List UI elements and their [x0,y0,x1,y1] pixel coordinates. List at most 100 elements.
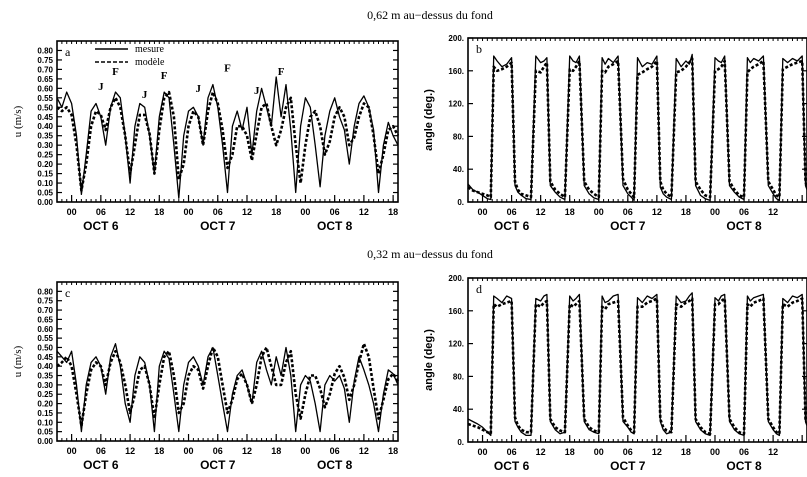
series-model-line [467,297,807,436]
y-tick-label: 0.60 [37,325,53,334]
x-tick-label: 12 [652,447,662,457]
y-tick-label: 0.60 [37,84,53,93]
annotation-label: F [112,66,119,78]
y-tick-label: 0.30 [37,381,53,390]
day-label: OCT 8 [317,219,353,233]
day-label: OCT 7 [610,219,646,233]
y-tick-label: 160. [448,307,464,316]
y-tick-label: 0.75 [37,56,53,65]
day-label: OCT 6 [83,458,119,472]
x-tick-label: 12 [359,207,369,217]
day-label: OCT 6 [83,219,119,233]
x-tick-label: 12 [652,207,662,217]
y-tick-label: 200. [448,274,464,283]
y-tick-label: 80. [453,372,464,381]
x-tick-label: 00 [710,447,720,457]
y-tick-label: 0.40 [37,122,53,131]
panel-letter: d [476,282,482,296]
y-tick-label: 0.70 [37,306,53,315]
x-tick-label: 00 [478,207,488,217]
x-tick-label: 06 [213,446,223,456]
x-tick-label: 06 [507,447,517,457]
day-label: OCT 8 [726,459,762,473]
x-tick-label: 06 [623,207,633,217]
annotation-label: F [161,70,168,82]
panel-letter: a [65,45,71,59]
y-tick-label: 0.80 [37,287,53,296]
x-tick-label: 18 [271,446,281,456]
y-tick-label: 0.05 [37,189,53,198]
panel-letter: c [65,286,70,300]
y-tick-label: 0.55 [37,94,53,103]
x-tick-label: 12 [242,207,252,217]
day-label: OCT 6 [494,459,530,473]
annotation-label: J [254,85,260,97]
day-label: OCT 6 [494,219,530,233]
x-tick-label: 12 [125,207,135,217]
y-tick-label: 0.15 [37,170,53,179]
x-tick-label: 06 [330,207,340,217]
x-tick-label: 18 [681,447,691,457]
x-tick-label: 06 [96,446,106,456]
x-tick-label: 18 [154,446,164,456]
x-tick-label: 06 [213,207,223,217]
x-tick-label: 12 [242,446,252,456]
x-tick-label: 00 [300,446,310,456]
panel-a: 0.000.050.100.150.200.250.300.350.400.45… [12,40,400,233]
x-tick-label: 18 [388,446,398,456]
y-tick-label: 40. [453,165,464,174]
x-tick-label: 12 [359,446,369,456]
y-tick-label: 0.55 [37,334,53,343]
panel-d: 0. 40. 80. 120. 160. 200. 00 06 12 18 00 06 12 18 00 06… [423,274,807,473]
day-label: OCT 8 [726,219,762,233]
x-tick-label: 12 [768,447,778,457]
y-tick-label: 200. [448,34,464,43]
day-label: OCT 8 [317,458,353,472]
plot-frame [56,281,399,442]
x-tick-label: 18 [388,207,398,217]
section-title-bottom: 0,32 m au−dessus du fond [367,247,493,261]
series-model-line [56,342,400,428]
annotation-label: F [224,62,231,74]
x-tick-label: 06 [739,207,749,217]
x-tick-label: 00 [67,446,77,456]
x-tick-label: 00 [594,207,604,217]
y-tick-label: 40. [453,405,464,414]
annotation-label: F [278,66,285,78]
series-model-line [56,90,400,192]
y-axis-label: angle (deg.) [423,89,435,151]
y-tick-label: 0.35 [37,132,53,141]
x-tick-label: 06 [623,447,633,457]
series-measured-line [467,53,807,202]
legend: mesure modèle [95,44,165,68]
x-tick-label: 18 [154,207,164,217]
panel-b: 0. 40. 80. 120. 160. 200. 00 06 12 18 00 06 12 18 00 06… [423,34,807,233]
y-tick-label: 0.05 [37,428,53,437]
y-tick-label: 0.25 [37,390,53,399]
y-tick-label: 0.40 [37,362,53,371]
y-tick-label: 0. [457,438,464,447]
y-tick-label: 0.00 [37,198,53,207]
annotation-label: J [98,81,104,93]
y-axis-label: u (m/s) [12,105,24,137]
day-label: OCT 7 [200,458,236,472]
y-tick-label: 0.50 [37,103,53,112]
day-label: OCT 7 [610,459,646,473]
x-tick-label: 00 [300,207,310,217]
y-tick-label: 0.25 [37,151,53,160]
y-tick-label: 0.10 [37,179,53,188]
y-tick-label: 0.35 [37,372,53,381]
y-tick-label: 0.80 [37,46,53,55]
x-tick-label: 06 [739,447,749,457]
x-tick-label: 06 [96,207,106,217]
y-tick-label: 0.75 [37,297,53,306]
series-measured-line [467,292,807,437]
x-tick-label: 06 [330,446,340,456]
x-tick-label: 18 [271,207,281,217]
y-tick-label: 0. [457,198,464,207]
day-label: OCT 7 [200,219,236,233]
x-tick-label: 12 [536,447,546,457]
x-tick-label: 00 [478,447,488,457]
y-tick-label: 0.45 [37,353,53,362]
series-model-line [467,57,807,199]
